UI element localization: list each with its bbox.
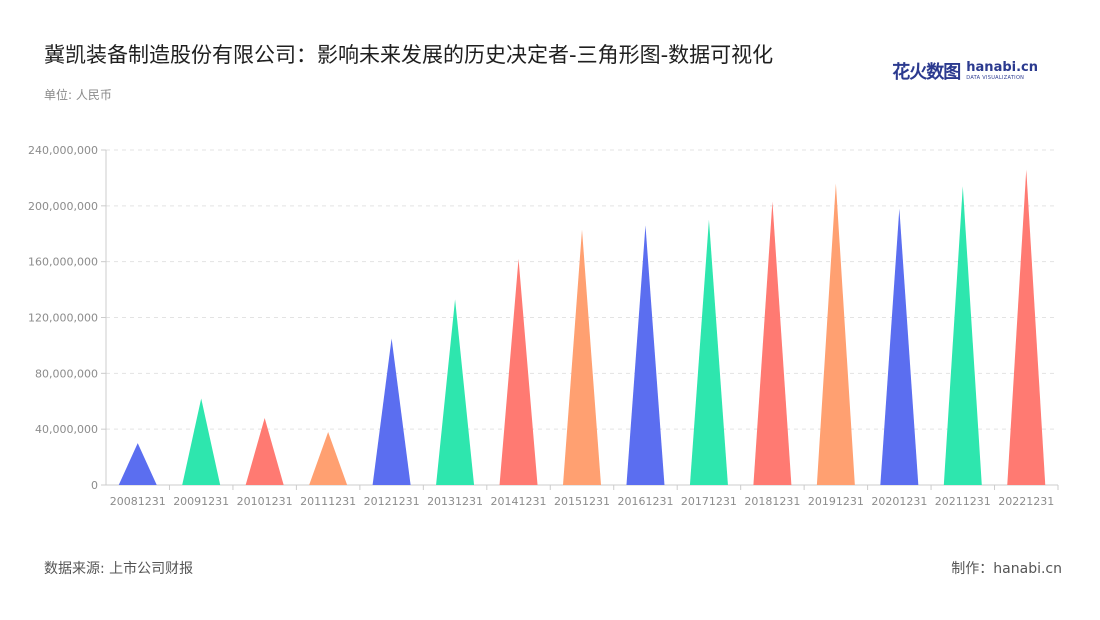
x-tick-label: 20161231 <box>617 495 673 508</box>
x-tick-label: 20131231 <box>427 495 483 508</box>
logo-en-subtext: DATA VISUALIZATION <box>966 75 1025 81</box>
x-tick-label: 20191231 <box>808 495 864 508</box>
triangle-bar-20221231 <box>1007 169 1046 485</box>
data-source-note: 数据来源: 上市公司财报 <box>44 561 194 577</box>
y-tick-label: 160,000,000 <box>28 256 98 269</box>
triangle-bar-20181231 <box>753 201 792 486</box>
axis-layer: 0 40,000,000 80,000,000 120,000,000 160,000,… <box>28 144 1059 508</box>
logo-cn-text: 花火数图 <box>892 62 961 83</box>
x-tick-label: 20181231 <box>744 495 800 508</box>
chart-title: 冀凯装备制造股份有限公司：影响未来发展的历史决定者-三角形图-数据可视化 <box>44 43 774 67</box>
triangle-bar-20161231 <box>626 225 665 485</box>
y-tick-label: 40,000,000 <box>35 423 98 436</box>
x-tick-label: 20141231 <box>491 495 547 508</box>
triangle-bar-20101231 <box>245 418 284 485</box>
triangle-bar-20131231 <box>436 299 475 485</box>
x-tick-label: 20121231 <box>364 495 420 508</box>
x-tick-label: 20171231 <box>681 495 737 508</box>
maker-credit: 制作：hanabi.cn <box>951 561 1062 577</box>
x-tick-label: 20101231 <box>237 495 293 508</box>
x-tick-label: 20221231 <box>998 495 1054 508</box>
triangle-bar-20151231 <box>563 229 601 485</box>
x-tick-label: 20151231 <box>554 495 610 508</box>
triangle-bar-20081231 <box>118 443 157 485</box>
triangle-bar-20111231 <box>309 431 348 485</box>
x-tick-label: 20201231 <box>871 495 927 508</box>
triangle-bar-20211231 <box>943 186 982 485</box>
x-tick-label: 20211231 <box>935 495 991 508</box>
mark-layer <box>118 169 1046 486</box>
logo-en-block: hanabi.cn DATA VISUALIZATION <box>966 61 1038 81</box>
brand-logo: 花火数图 hanabi.cn DATA VISUALIZATION <box>892 58 1038 84</box>
y-tick-label: 0 <box>91 479 98 492</box>
triangle-bar-20141231 <box>499 258 538 485</box>
unit-label: 单位: 人民币 <box>44 88 112 102</box>
x-tick-label: 20111231 <box>300 495 356 508</box>
y-tick-label: 240,000,000 <box>28 144 98 157</box>
y-tick-label: 120,000,000 <box>28 312 98 325</box>
logo-en-text: hanabi.cn <box>966 60 1038 75</box>
triangle-bar-20201231 <box>880 208 919 485</box>
x-tick-label: 20081231 <box>110 495 166 508</box>
y-tick-label: 80,000,000 <box>35 367 98 380</box>
triangle-bar-20191231 <box>816 183 855 485</box>
triangle-bar-20171231 <box>689 219 728 485</box>
x-tick-label: 20091231 <box>173 495 229 508</box>
triangle-bar-20121231 <box>372 338 411 485</box>
triangle-bar-20091231 <box>182 398 221 485</box>
y-tick-label: 200,000,000 <box>28 200 98 213</box>
